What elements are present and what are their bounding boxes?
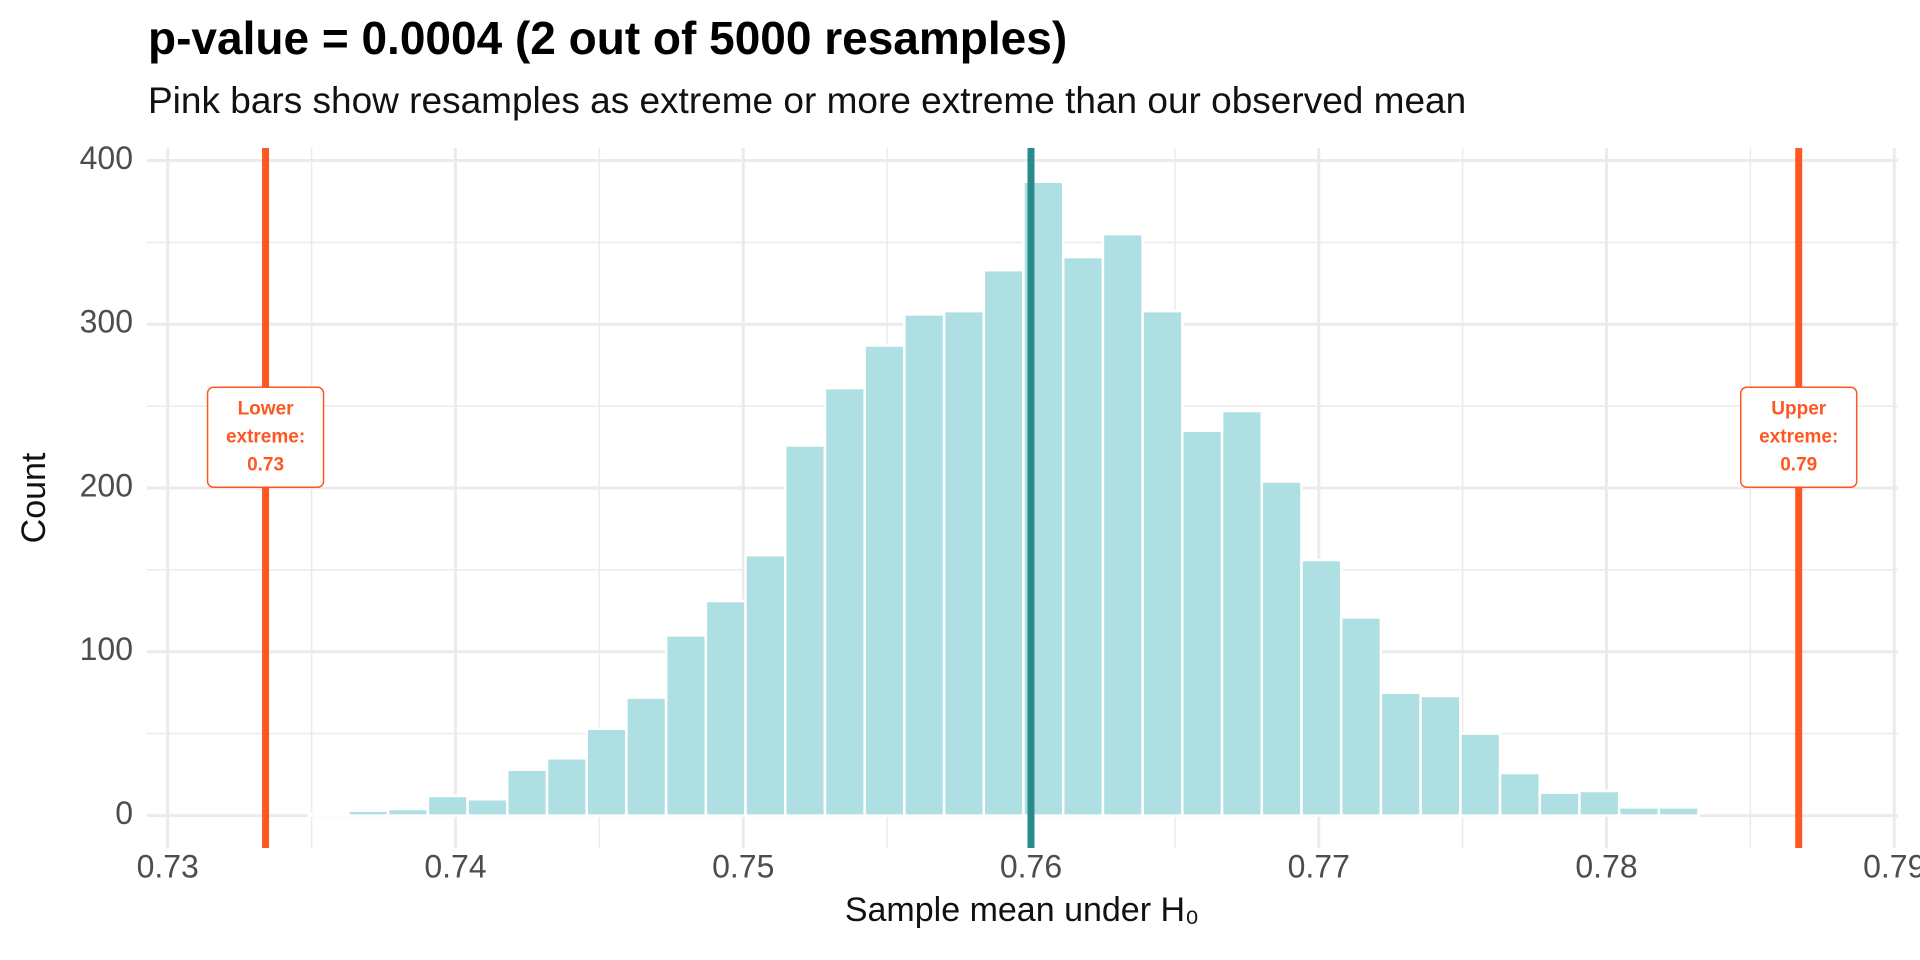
- histogram-bar: [1101, 232, 1144, 817]
- histogram-bar: [664, 634, 708, 817]
- histogram-bar: [545, 756, 588, 817]
- histogram-bar: [1220, 409, 1264, 817]
- annotation-text: Upper: [1771, 398, 1827, 419]
- histogram-bar: [585, 727, 628, 817]
- y-tick-label: 200: [80, 467, 133, 503]
- histogram-bar: [1379, 691, 1422, 817]
- x-tick-label: 0.78: [1575, 848, 1637, 884]
- annotation-text: Lower: [238, 398, 295, 419]
- x-tick-label: 0.79: [1863, 848, 1920, 884]
- histogram-bar: [386, 807, 430, 817]
- histogram-bar: [704, 599, 747, 817]
- histogram-bar: [1300, 558, 1343, 817]
- histogram-bar: [426, 794, 469, 817]
- annotation-box: [206, 386, 325, 488]
- histogram-bar: [1181, 429, 1224, 817]
- histogram-bar: [1061, 255, 1105, 817]
- annotation-text: 0.79: [1780, 454, 1817, 475]
- plot-area: Lower extreme: 0.73 Upper extreme: 0.79: [206, 148, 1858, 848]
- histogram-bar: [1419, 694, 1462, 817]
- x-tick-label: 0.73: [137, 848, 199, 884]
- histogram-bar: [1538, 791, 1581, 817]
- x-axis-title: Sample mean under H₀: [845, 891, 1199, 929]
- y-axis-title: Count: [15, 452, 53, 543]
- x-tick-label: 0.77: [1288, 848, 1350, 884]
- annotation-text: extreme:: [1759, 426, 1838, 447]
- y-tick-label: 400: [80, 140, 133, 176]
- histogram-bar: [1578, 789, 1621, 817]
- histogram-bar: [1459, 732, 1502, 817]
- histogram-bar: [1260, 480, 1303, 817]
- chart-title: p-value = 0.0004 (2 out of 5000 resample…: [148, 12, 1067, 64]
- histogram-bar: [823, 386, 866, 817]
- histogram-bar: [863, 344, 906, 817]
- x-tick-label: 0.76: [1000, 848, 1062, 884]
- histogram-bar: [625, 696, 668, 817]
- histogram-bar: [942, 309, 986, 817]
- y-tick-label: 300: [80, 304, 133, 340]
- y-tick-label: 0: [115, 795, 133, 831]
- histogram-bar: [307, 812, 350, 817]
- histogram-bar: [1141, 309, 1184, 817]
- x-tick-label: 0.74: [424, 848, 486, 884]
- histogram-bar: [744, 553, 787, 817]
- histogram-bar: [982, 268, 1025, 817]
- histogram-bar: [903, 313, 946, 817]
- x-tick-label: 0.75: [712, 848, 774, 884]
- histogram-bar: [506, 768, 549, 817]
- histogram-bar: [347, 809, 390, 817]
- histogram-bar: [1339, 616, 1383, 817]
- histogram-bar: [1617, 806, 1661, 817]
- annotation-text: extreme:: [226, 426, 305, 447]
- histogram-bar: [1498, 771, 1541, 817]
- histogram-bar: [1657, 806, 1700, 817]
- chart-subtitle: Pink bars show resamples as extreme or m…: [148, 80, 1466, 121]
- y-tick-label: 100: [80, 631, 133, 667]
- histogram-bar: [783, 444, 827, 817]
- annotation-text: 0.73: [247, 454, 284, 475]
- annotation-box: [1739, 386, 1858, 488]
- histogram-bar: [466, 797, 509, 817]
